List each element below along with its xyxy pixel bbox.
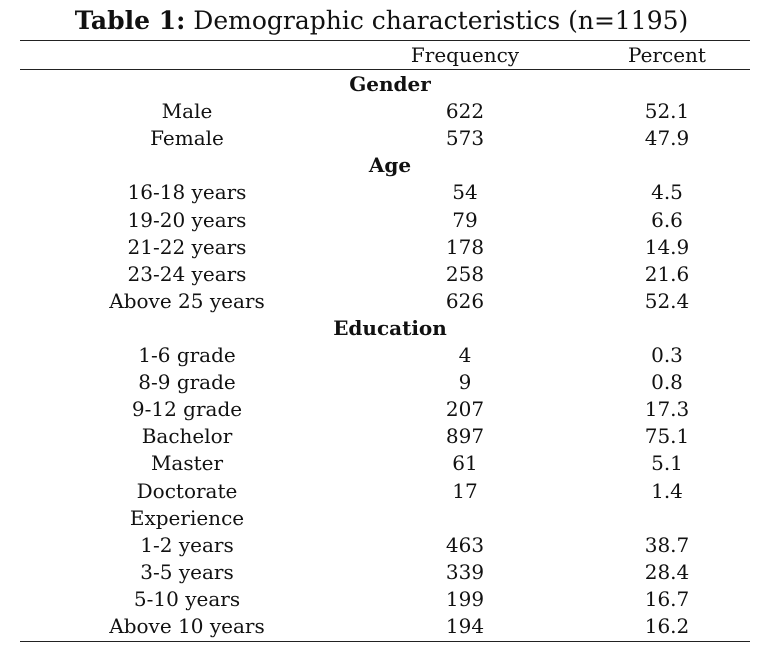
row-category: Female	[150, 126, 224, 151]
table-row: Male 622 52.1	[0, 98, 763, 125]
table-row: 23-24 years 258 21.6	[0, 261, 763, 288]
row-category: 9-12 grade	[131, 397, 243, 422]
row-category: 21-22 years	[127, 234, 247, 259]
column-header-frequency: Frequency	[410, 43, 520, 67]
table-row: Above 10 years 194 16.2	[0, 613, 763, 640]
section-heading: Education	[0, 315, 763, 342]
table-row: Master 61 5.1	[0, 450, 763, 477]
table-row: 19-20 years 79 6.6	[0, 207, 763, 234]
row-frequency: 897	[445, 424, 485, 449]
column-header-percent: Percent	[628, 43, 706, 67]
row-percent: 1.4	[651, 478, 683, 503]
table-row: 21-22 years 178 14.9	[0, 234, 763, 261]
row-frequency: 178	[445, 234, 485, 259]
row-category: 16-18 years	[127, 180, 247, 205]
table-row: Doctorate 17 1.4	[0, 478, 763, 505]
table-row: 1-6 grade 4 0.3	[0, 342, 763, 369]
row-frequency: 194	[445, 614, 485, 638]
row-percent: 6.6	[651, 207, 683, 232]
row-percent: 21.6	[644, 261, 690, 286]
row-percent: 28.4	[644, 559, 690, 584]
row-category: Doctorate	[136, 478, 238, 503]
top-rule	[20, 40, 750, 41]
row-frequency: 626	[445, 288, 485, 313]
row-frequency: 463	[445, 532, 485, 557]
table-row: 5-10 years 199 16.7	[0, 586, 763, 613]
row-percent: 4.5	[651, 180, 683, 205]
table-row: 16-18 years 54 4.5	[0, 179, 763, 206]
row-percent: 47.9	[644, 126, 690, 151]
row-frequency: 9	[458, 370, 472, 395]
row-category: Master	[150, 451, 224, 476]
row-category: Above 25 years	[109, 288, 265, 313]
row-percent: 0.8	[651, 370, 683, 395]
row-frequency: 339	[445, 559, 485, 584]
row-frequency: 258	[445, 261, 485, 286]
row-category: 8-9 grade	[138, 370, 236, 395]
section-heading-label: Experience	[129, 505, 245, 530]
row-category: Above 10 years	[109, 614, 265, 638]
row-frequency: 54	[452, 180, 478, 205]
row-percent: 14.9	[644, 234, 690, 259]
row-frequency: 207	[445, 397, 485, 422]
row-frequency: 79	[452, 207, 478, 232]
row-frequency: 199	[445, 586, 485, 611]
section-heading: Age	[0, 152, 763, 179]
bottom-rule	[20, 641, 750, 642]
table-row: Female 573 47.9	[0, 125, 763, 152]
row-frequency: 573	[445, 126, 485, 151]
table-row: Above 25 years 626 52.4	[0, 288, 763, 315]
table-title-text: Demographic characteristics (n=1195)	[185, 6, 689, 35]
row-category: 3-5 years	[140, 559, 234, 584]
row-percent: 17.3	[644, 397, 690, 422]
column-header-row: Frequency Percent	[0, 42, 763, 69]
row-category: 23-24 years	[127, 261, 247, 286]
section-heading-label: Education	[333, 315, 447, 340]
table-row: 8-9 grade 9 0.8	[0, 369, 763, 396]
row-percent: 0.3	[651, 343, 683, 367]
row-percent: 5.1	[651, 451, 683, 476]
row-percent: 75.1	[644, 424, 690, 449]
row-category: 1-6 grade	[138, 343, 236, 367]
row-frequency: 17	[452, 478, 478, 503]
row-category: 19-20 years	[127, 207, 247, 232]
table-row: 3-5 years 339 28.4	[0, 559, 763, 586]
table-row: 9-12 grade 207 17.3	[0, 396, 763, 423]
row-category: Male	[161, 99, 213, 124]
row-percent: 16.7	[644, 586, 690, 611]
row-percent: 52.1	[644, 99, 690, 124]
row-percent: 52.4	[644, 288, 690, 313]
table-title-label: Table 1:	[74, 6, 186, 35]
row-frequency: 4	[458, 343, 472, 367]
section-heading-label: Gender	[349, 72, 431, 96]
table-row: 1-2 years 463 38.7	[0, 532, 763, 559]
row-percent: 38.7	[644, 532, 690, 557]
table-row: Bachelor 897 75.1	[0, 423, 763, 450]
row-category: 1-2 years	[140, 532, 234, 557]
section-heading-label: Age	[368, 153, 412, 178]
header-rule	[20, 69, 750, 70]
row-category: Bachelor	[141, 424, 233, 449]
section-heading: Experience	[0, 505, 763, 532]
row-percent: 16.2	[644, 614, 690, 638]
table-title: Table 1: Demographic characteristics (n=…	[0, 6, 763, 36]
section-heading: Gender	[0, 71, 763, 98]
row-category: 5-10 years	[133, 586, 241, 611]
row-frequency: 61	[452, 451, 478, 476]
row-frequency: 622	[445, 99, 485, 124]
